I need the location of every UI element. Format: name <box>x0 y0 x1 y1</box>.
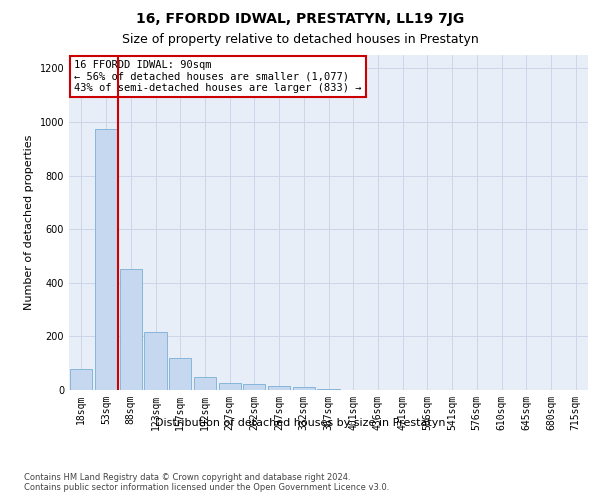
Bar <box>218 384 241 390</box>
Bar <box>243 384 265 390</box>
Bar <box>119 270 142 390</box>
Bar <box>194 377 216 390</box>
Y-axis label: Number of detached properties: Number of detached properties <box>24 135 34 310</box>
Text: 16, FFORDD IDWAL, PRESTATYN, LL19 7JG: 16, FFORDD IDWAL, PRESTATYN, LL19 7JG <box>136 12 464 26</box>
Text: Distribution of detached houses by size in Prestatyn: Distribution of detached houses by size … <box>155 418 445 428</box>
Bar <box>169 358 191 390</box>
Bar <box>317 388 340 390</box>
Text: 16 FFORDD IDWAL: 90sqm
← 56% of detached houses are smaller (1,077)
43% of semi-: 16 FFORDD IDWAL: 90sqm ← 56% of detached… <box>74 60 362 93</box>
Bar <box>95 128 117 390</box>
Bar <box>145 332 167 390</box>
Bar <box>268 386 290 390</box>
Bar <box>70 368 92 390</box>
Bar <box>293 388 315 390</box>
Text: Contains HM Land Registry data © Crown copyright and database right 2024.
Contai: Contains HM Land Registry data © Crown c… <box>24 472 389 492</box>
Text: Size of property relative to detached houses in Prestatyn: Size of property relative to detached ho… <box>122 32 478 46</box>
